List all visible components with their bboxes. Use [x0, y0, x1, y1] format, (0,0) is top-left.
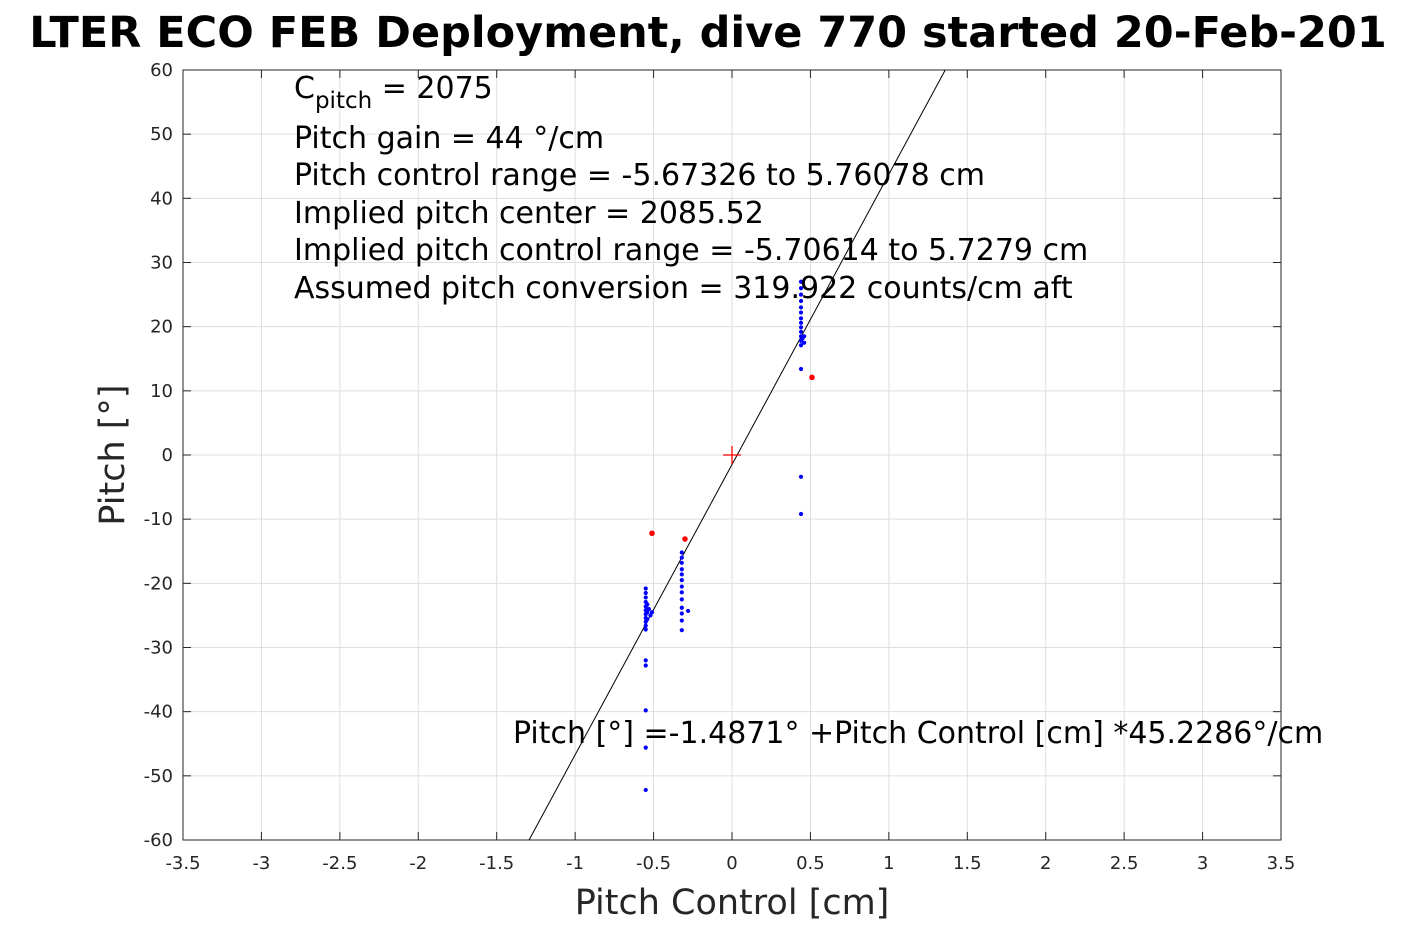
data-point — [679, 567, 684, 572]
data-point — [679, 605, 684, 610]
data-point — [809, 374, 815, 381]
data-point — [798, 511, 804, 517]
data-point — [646, 606, 651, 612]
implied-center-annotation: Implied pitch center = 2085.52 — [294, 196, 764, 231]
y-tick-label: -20 — [144, 573, 173, 594]
x-tick-label: -1 — [566, 853, 584, 874]
y-tick-label: -10 — [144, 509, 173, 530]
data-point — [643, 787, 648, 793]
grid-lines — [182, 69, 1282, 841]
c-pitch-main: C — [294, 71, 315, 106]
y-tick-label: -30 — [144, 638, 173, 659]
data-point — [643, 590, 648, 596]
data-point — [798, 279, 804, 284]
data-point — [802, 340, 807, 345]
data-point — [648, 613, 653, 618]
pitch-gain-annotation: Pitch gain = 44 °/cm — [294, 121, 604, 156]
x-tick-label: 0.5 — [796, 853, 825, 874]
data-point — [679, 578, 684, 583]
y-tick-label: 10 — [150, 381, 173, 402]
y-tick-label: 20 — [150, 317, 173, 338]
data-point — [645, 617, 650, 622]
c-pitch-subscript: pitch — [315, 88, 372, 114]
data-point — [798, 316, 804, 321]
x-tick-label: 1 — [883, 853, 894, 874]
data-point — [645, 602, 650, 607]
data-point — [679, 611, 684, 616]
data-point — [798, 310, 804, 315]
data-point — [643, 627, 648, 632]
y-axis-label: Pitch [°] — [93, 384, 133, 525]
data-point — [682, 536, 688, 542]
y-tick-label: -40 — [144, 702, 173, 723]
conversion-annotation: Assumed pitch conversion = 319.922 count… — [294, 271, 1073, 306]
data-point — [645, 610, 650, 615]
data-point — [798, 292, 804, 297]
chart-title: LTER ECO FEB Deployment, dive 770 starte… — [29, 8, 1387, 58]
implied-range-annotation: Implied pitch control range = -5.70614 t… — [294, 233, 1088, 268]
data-point — [798, 329, 804, 334]
data-point — [643, 663, 648, 668]
y-tick-label: 0 — [162, 445, 173, 466]
x-tick-label: 0 — [726, 853, 737, 874]
x-tick-label: 3 — [1197, 853, 1208, 874]
data-point — [685, 608, 691, 614]
x-tick-label: -2.5 — [322, 853, 357, 874]
c-pitch-annotation: Cpitch = 2075 — [294, 71, 493, 114]
data-point — [798, 320, 804, 325]
data-point — [679, 597, 684, 602]
data-point — [679, 550, 684, 555]
y-tick-label: 30 — [150, 253, 173, 274]
x-axis-label: Pitch Control [cm] — [575, 883, 890, 923]
data-point — [643, 708, 648, 713]
data-point — [798, 305, 804, 310]
data-point — [679, 560, 684, 565]
x-tick-label: -0.5 — [636, 853, 671, 874]
data-point — [798, 366, 804, 372]
data-point — [649, 610, 655, 615]
control-range-annotation: Pitch control range = -5.67326 to 5.7607… — [294, 158, 985, 193]
data-point — [679, 618, 684, 623]
data-point — [643, 658, 648, 663]
data-point — [643, 595, 648, 600]
data-point — [679, 628, 684, 633]
fit-equation-annotation: Pitch [°] =-1.4871° +Pitch Control [cm] … — [513, 716, 1323, 751]
x-tick-label: -1.5 — [479, 853, 514, 874]
data-point — [798, 286, 804, 291]
y-tick-label: 50 — [150, 124, 173, 145]
y-tick-label: -50 — [144, 766, 173, 787]
data-layer — [528, 69, 946, 841]
x-tick-label: -3 — [252, 853, 270, 874]
x-tick-label: 2 — [1040, 853, 1051, 874]
data-point — [679, 584, 684, 589]
data-point — [649, 530, 655, 537]
c-pitch-value: = 2075 — [372, 71, 493, 106]
axis-ticks: -3.5 -3 -2.5 -2 -1.5 -1 -0.5 0 0.5 1 1.5 2 2.5 3 3.5 -6… — [144, 60, 1296, 874]
x-tick-label: -3.5 — [165, 853, 200, 874]
data-point — [798, 325, 804, 330]
data-point — [798, 343, 804, 348]
x-tick-label: 1.5 — [953, 853, 982, 874]
y-tick-label: -60 — [144, 830, 173, 851]
data-point — [679, 590, 684, 595]
data-point — [643, 586, 648, 591]
data-point — [798, 474, 804, 479]
data-point — [802, 334, 807, 339]
x-tick-label: -2 — [409, 853, 427, 874]
data-point — [798, 298, 804, 304]
data-point — [679, 555, 684, 560]
data-point — [679, 572, 684, 577]
data-point — [643, 745, 648, 750]
data-point — [643, 623, 648, 628]
x-tick-label: 3.5 — [1267, 853, 1296, 874]
y-tick-label: 40 — [150, 188, 173, 209]
y-tick-label: 60 — [150, 60, 173, 81]
x-tick-label: 2.5 — [1110, 853, 1139, 874]
